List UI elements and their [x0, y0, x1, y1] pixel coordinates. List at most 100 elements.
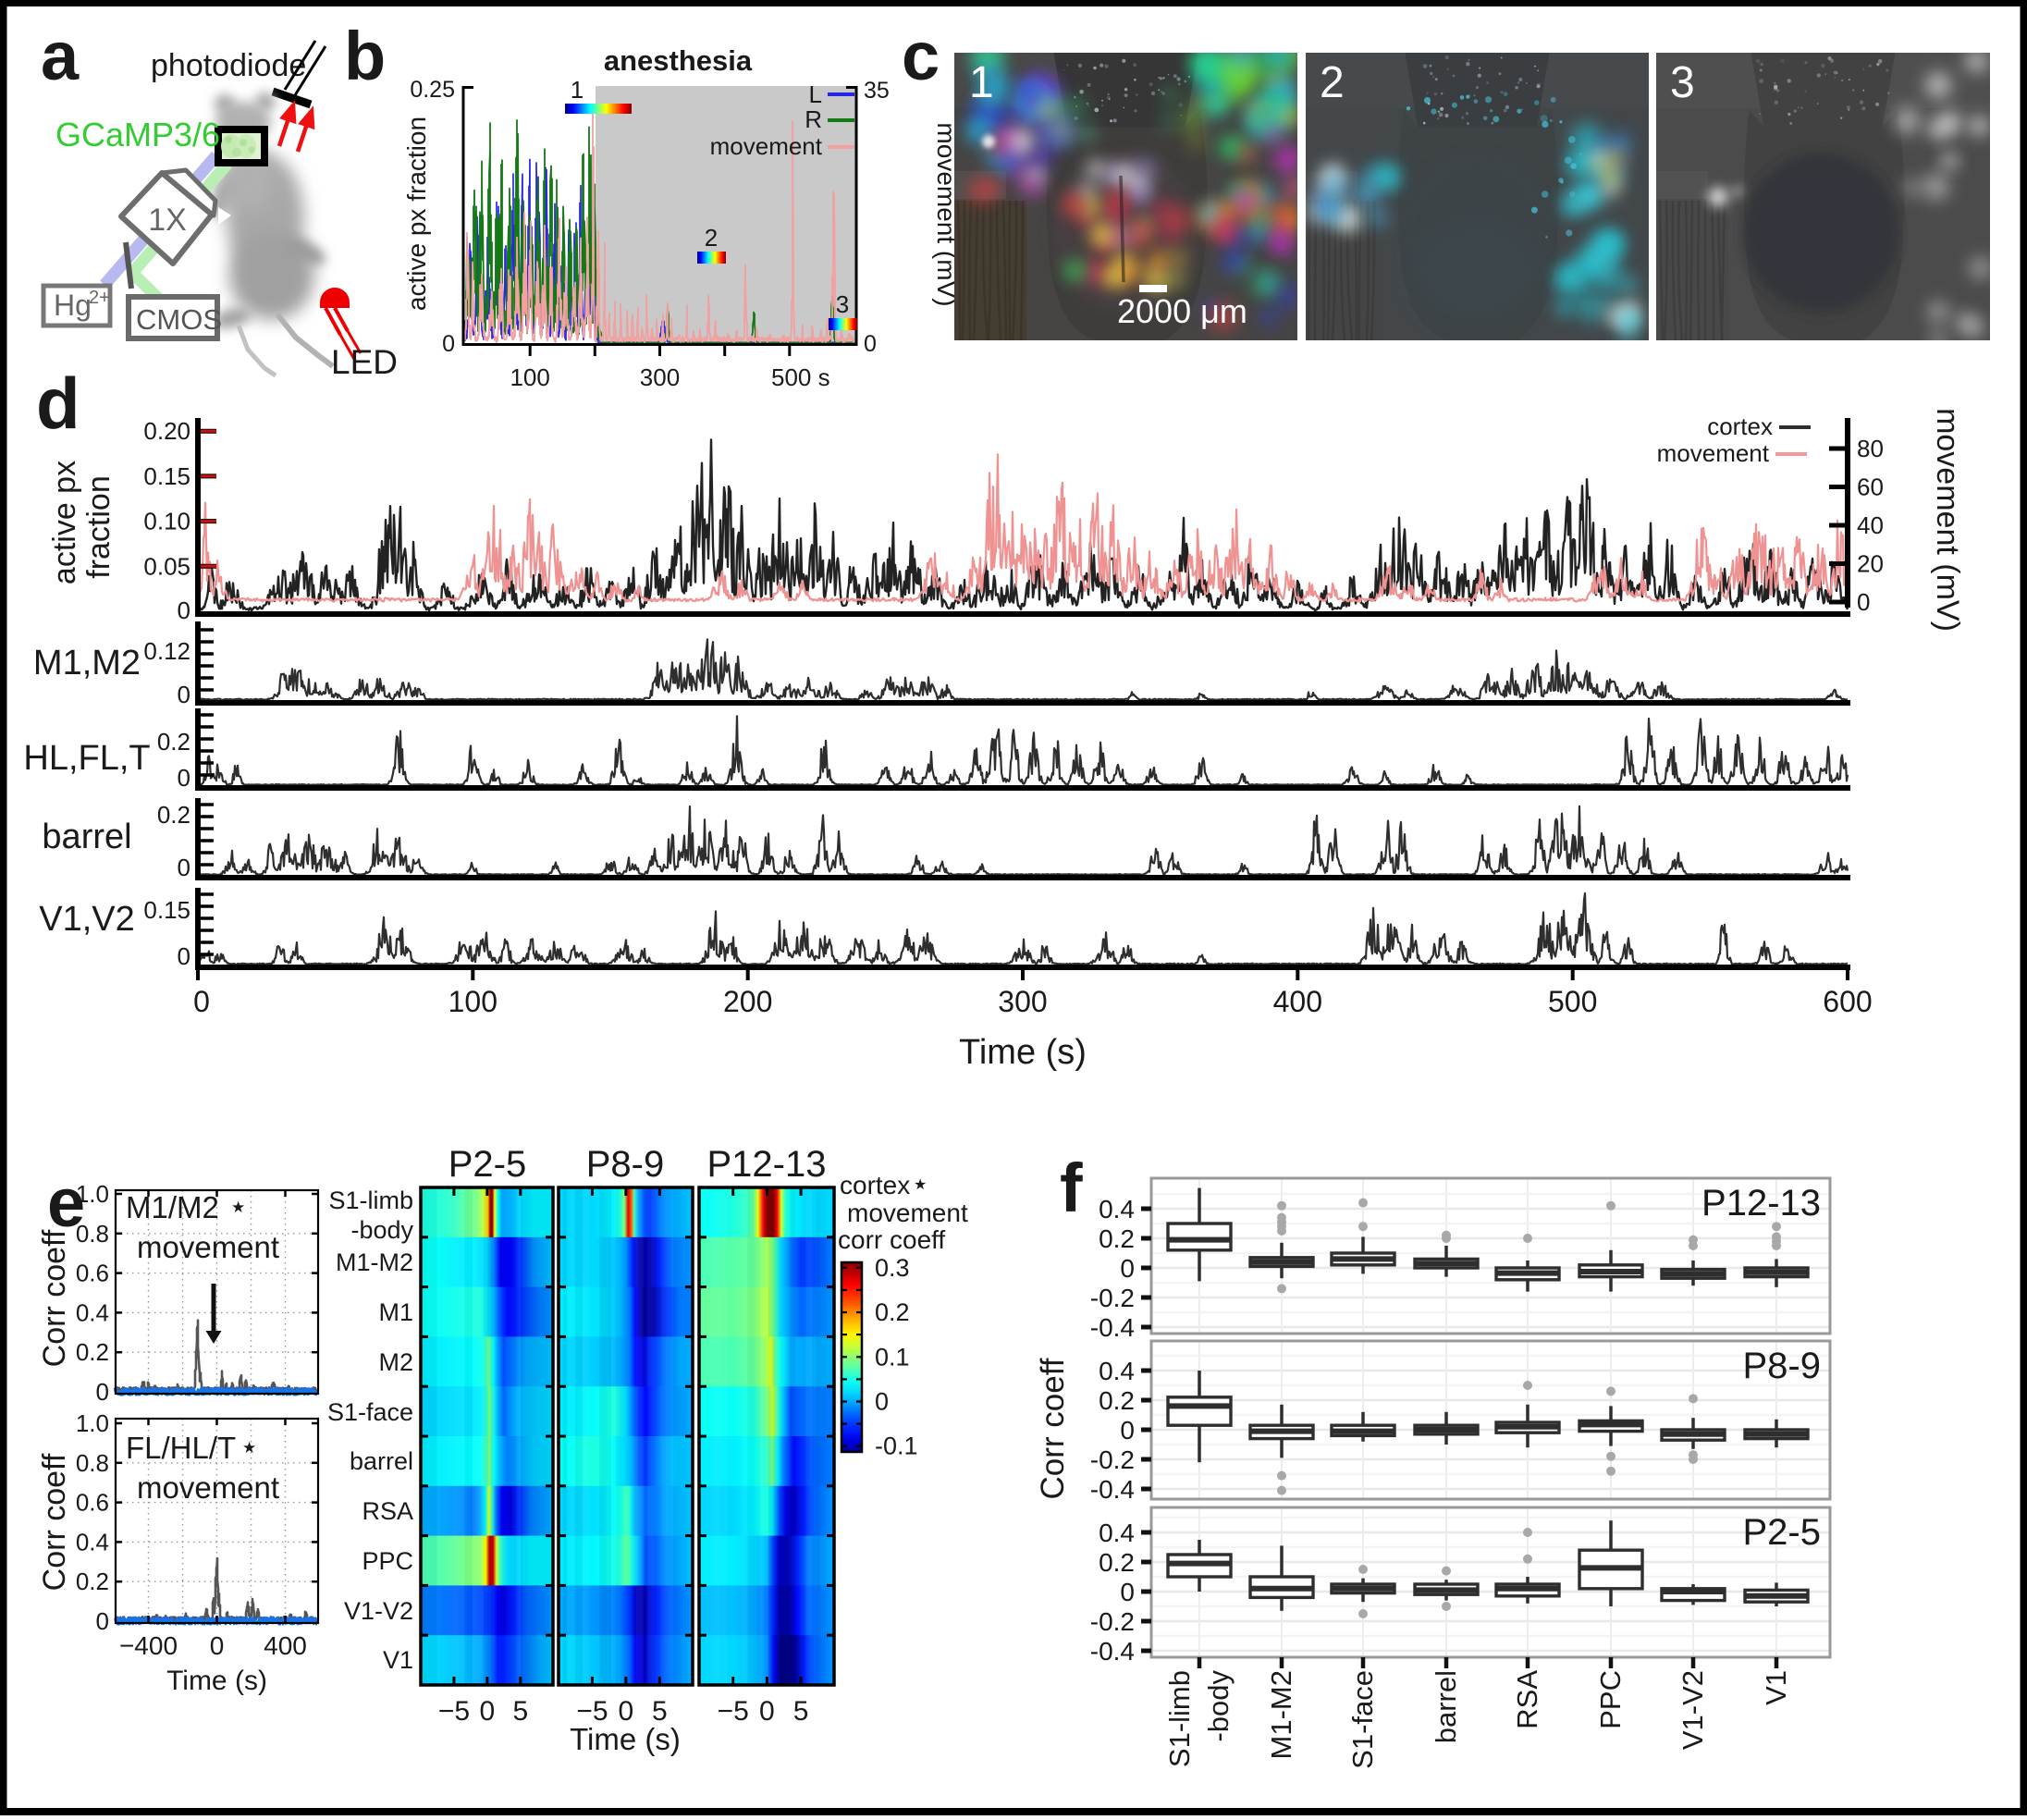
- svg-text:movement: movement: [710, 132, 823, 160]
- svg-text:RSA: RSA: [362, 1497, 413, 1525]
- svg-text:Hg: Hg: [54, 289, 92, 322]
- svg-text:HL,FL,T: HL,FL,T: [23, 739, 150, 778]
- svg-text:−5: −5: [438, 1696, 470, 1727]
- svg-text:P8-9: P8-9: [586, 1144, 665, 1185]
- svg-text:0.05: 0.05: [143, 552, 190, 580]
- svg-text:0: 0: [178, 596, 190, 624]
- svg-text:100: 100: [448, 985, 498, 1018]
- svg-text:1: 1: [969, 58, 994, 107]
- svg-text:★: ★: [231, 1199, 245, 1216]
- svg-text:1.0: 1.0: [76, 1180, 109, 1208]
- svg-text:-0.2: -0.2: [1090, 1445, 1135, 1474]
- svg-text:-0.1: -0.1: [875, 1433, 918, 1460]
- svg-text:200: 200: [723, 985, 772, 1018]
- svg-text:M1-M2: M1-M2: [336, 1248, 413, 1276]
- svg-text:0.4: 0.4: [1099, 1519, 1135, 1547]
- svg-text:0: 0: [210, 1631, 225, 1660]
- svg-text:d: d: [36, 363, 80, 444]
- svg-text:S1-face: S1-face: [1346, 1670, 1379, 1769]
- svg-text:PPC: PPC: [362, 1547, 413, 1575]
- svg-text:S1-limb: S1-limb: [328, 1187, 413, 1214]
- svg-text:-0.4: -0.4: [1090, 1313, 1135, 1342]
- svg-text:100: 100: [510, 363, 549, 391]
- svg-text:300: 300: [640, 363, 680, 391]
- svg-text:0.8: 0.8: [76, 1449, 109, 1477]
- svg-text:0: 0: [864, 331, 877, 357]
- svg-text:0: 0: [178, 854, 190, 881]
- svg-text:LED: LED: [331, 343, 398, 381]
- svg-text:M1,M2: M1,M2: [33, 644, 141, 682]
- svg-text:0: 0: [1120, 1578, 1135, 1606]
- svg-text:−5: −5: [718, 1696, 749, 1727]
- svg-text:barrel: barrel: [350, 1447, 413, 1475]
- svg-text:5: 5: [512, 1696, 528, 1727]
- svg-text:0.2: 0.2: [76, 1338, 109, 1366]
- svg-text:35: 35: [864, 78, 890, 104]
- svg-text:80: 80: [1857, 435, 1884, 462]
- svg-text:Time (s): Time (s): [959, 1033, 1087, 1072]
- svg-text:cortex: cortex: [840, 1171, 910, 1199]
- svg-text:M1/M2: M1/M2: [126, 1190, 219, 1224]
- svg-text:movement: movement: [1657, 439, 1770, 467]
- svg-text:0.4: 0.4: [76, 1298, 109, 1326]
- svg-text:barrel: barrel: [1430, 1670, 1462, 1743]
- svg-text:0: 0: [480, 1696, 496, 1727]
- svg-text:CMOS: CMOS: [136, 303, 222, 336]
- svg-text:0.2: 0.2: [157, 728, 190, 756]
- svg-text:c: c: [902, 18, 940, 94]
- svg-text:V1: V1: [1760, 1670, 1792, 1705]
- svg-text:500: 500: [1548, 985, 1597, 1018]
- svg-text:V1-V2: V1-V2: [1677, 1670, 1709, 1750]
- svg-text:400: 400: [1273, 985, 1322, 1018]
- svg-text:0.2: 0.2: [157, 801, 190, 829]
- svg-text:barrel: barrel: [42, 818, 131, 856]
- svg-text:0.6: 0.6: [76, 1489, 109, 1517]
- svg-text:0.20: 0.20: [143, 417, 190, 445]
- svg-text:600: 600: [1823, 985, 1872, 1018]
- svg-text:P2-5: P2-5: [1743, 1512, 1822, 1553]
- svg-text:0.25: 0.25: [410, 77, 455, 103]
- svg-text:-body: -body: [1202, 1670, 1235, 1742]
- svg-text:0: 0: [178, 942, 190, 970]
- svg-text:0.10: 0.10: [143, 508, 190, 535]
- svg-text:V1,V2: V1,V2: [39, 900, 135, 939]
- svg-text:0.6: 0.6: [76, 1260, 109, 1287]
- svg-text:cortex: cortex: [1707, 412, 1773, 440]
- svg-text:0: 0: [759, 1696, 775, 1727]
- svg-text:0.12: 0.12: [143, 637, 190, 665]
- svg-text:0.3: 0.3: [875, 1254, 910, 1282]
- svg-text:active px: active px: [47, 461, 82, 584]
- svg-text:L: L: [809, 80, 822, 108]
- svg-text:PPC: PPC: [1594, 1670, 1627, 1729]
- svg-text:P8-9: P8-9: [1743, 1346, 1822, 1386]
- svg-text:fraction: fraction: [81, 475, 117, 579]
- svg-text:0: 0: [96, 1378, 109, 1406]
- svg-text:0.4: 0.4: [1099, 1195, 1135, 1224]
- svg-text:Corr coeff: Corr coeff: [1035, 1358, 1071, 1499]
- svg-text:Time (s): Time (s): [166, 1666, 267, 1696]
- svg-text:2000 μm: 2000 μm: [1117, 292, 1247, 330]
- svg-text:active px fraction: active px fraction: [402, 117, 431, 311]
- svg-text:Time (s): Time (s): [570, 1722, 681, 1756]
- svg-text:0: 0: [1857, 588, 1870, 616]
- svg-text:300: 300: [998, 985, 1047, 1018]
- svg-text:0.8: 0.8: [76, 1220, 109, 1248]
- svg-text:0.2: 0.2: [875, 1298, 910, 1326]
- svg-text:0: 0: [619, 1696, 634, 1727]
- svg-text:0: 0: [442, 331, 455, 357]
- svg-text:20: 20: [1857, 550, 1884, 578]
- svg-text:2: 2: [705, 224, 718, 252]
- svg-text:GCaMP3/6: GCaMP3/6: [55, 116, 220, 154]
- svg-text:movement: movement: [847, 1199, 968, 1227]
- svg-text:S1-limb: S1-limb: [1163, 1670, 1196, 1767]
- svg-text:P12-13: P12-13: [1701, 1183, 1821, 1224]
- svg-text:2: 2: [1320, 58, 1345, 107]
- svg-text:P2-5: P2-5: [448, 1144, 527, 1185]
- svg-text:1.0: 1.0: [76, 1409, 109, 1437]
- svg-text:corr coeff: corr coeff: [838, 1225, 945, 1254]
- svg-text:M1-M2: M1-M2: [1265, 1670, 1297, 1759]
- svg-text:movement (mV): movement (mV): [1930, 408, 1965, 632]
- svg-text:★: ★: [242, 1439, 256, 1457]
- svg-text:−400: −400: [119, 1631, 178, 1660]
- svg-text:60: 60: [1857, 473, 1884, 501]
